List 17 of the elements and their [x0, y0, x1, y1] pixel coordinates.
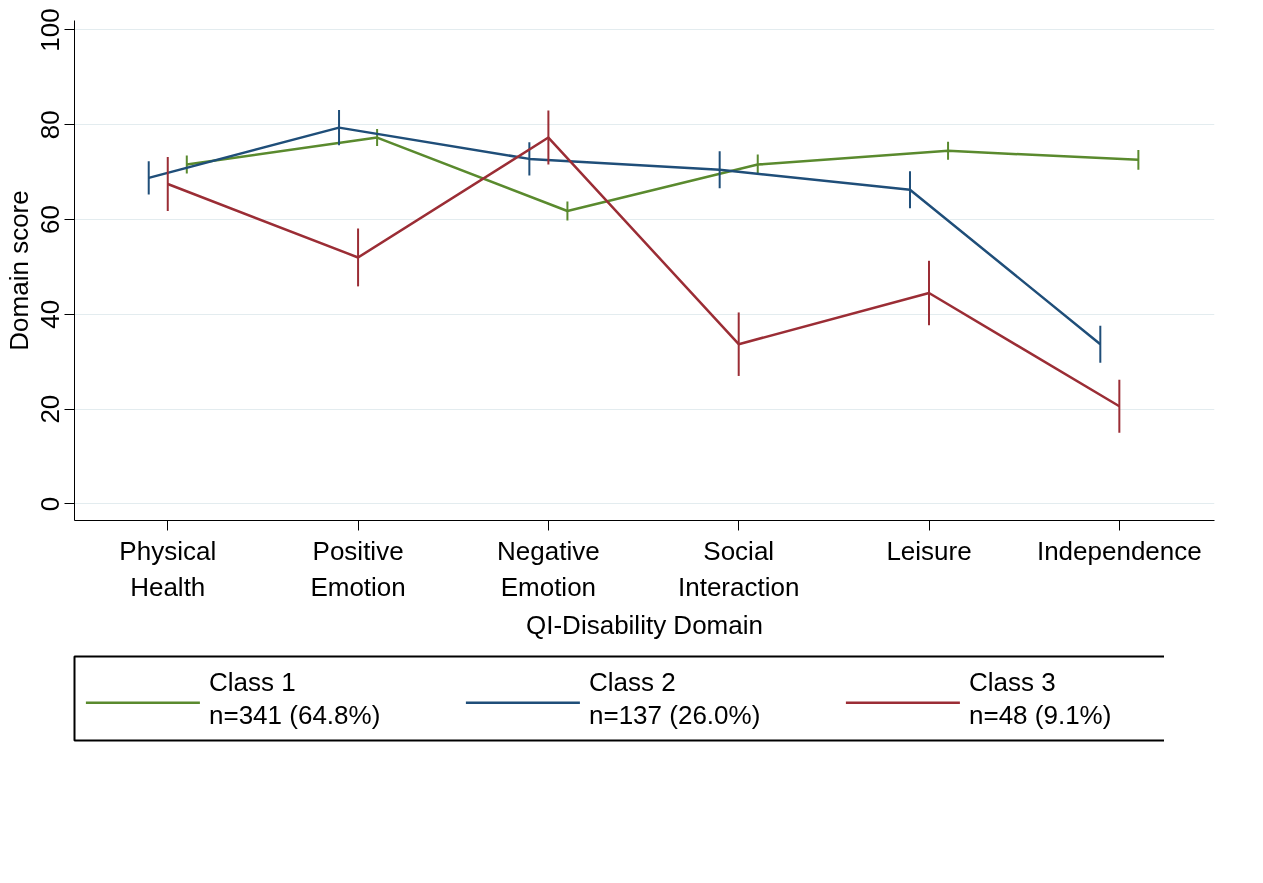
legend-label: Class 3 n=48 (9.1%) — [969, 667, 1112, 730]
y-axis-title: Domain score — [3, 190, 34, 351]
x-tick-label: Independence — [1036, 535, 1202, 566]
y-tick-label: 80 — [35, 110, 66, 140]
y-tick-label: 100 — [35, 8, 66, 52]
y-tick-label: 60 — [35, 205, 66, 235]
x-tick-label: Physical Health — [119, 535, 217, 602]
x-tick-label: Social Interaction — [678, 535, 800, 602]
y-tick-label: 0 — [35, 496, 66, 512]
legend-label: Class 1 n=341 (64.8%) — [209, 667, 381, 730]
legend-label: Class 2 n=137 (26.0%) — [589, 667, 761, 730]
x-tick-label: Negative Emotion — [497, 535, 600, 602]
y-tick-label: 20 — [35, 394, 66, 424]
x-tick-label: Leisure — [886, 535, 972, 566]
x-axis-title: QI-Disability Domain — [526, 609, 763, 640]
x-tick-label: Positive Emotion — [310, 535, 406, 602]
y-tick-label: 40 — [35, 299, 66, 329]
